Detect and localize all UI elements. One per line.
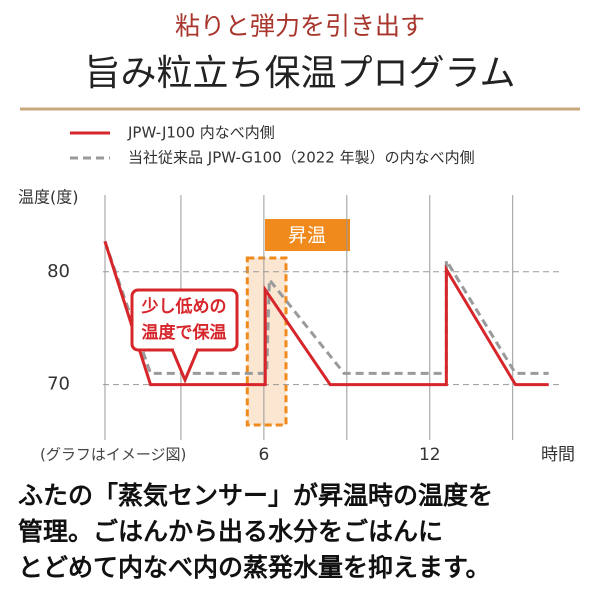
title: 旨み粒立ち保温プログラム bbox=[85, 53, 516, 94]
x-axis-label: 時間 bbox=[541, 445, 575, 465]
chart-note: (グラフはイメージ図) bbox=[40, 446, 186, 464]
highlight-label: 昇温 bbox=[288, 225, 326, 247]
series-line bbox=[103, 240, 549, 375]
body-text: 管理。ごはんから出る水分をごはんに bbox=[18, 517, 443, 546]
highlight-tag bbox=[265, 219, 350, 251]
callout-pointer bbox=[170, 348, 200, 384]
y-tick-label: 80 bbox=[47, 261, 70, 282]
x-tick-label: 6 bbox=[258, 445, 269, 465]
y-tick-label: 70 bbox=[47, 374, 70, 395]
chart: 昇温 70 80 6 12 温度(度) 時間 (グラフはイメージ図) JPW-J100 内なべ内… bbox=[18, 124, 575, 466]
legend-label: 当社従来品 JPW-G100（2022 年製）の内なべ内側 bbox=[128, 149, 475, 167]
callout-text: 温度で保温 bbox=[142, 322, 227, 343]
y-axis-label: 温度(度) bbox=[18, 188, 79, 207]
body-text: ふたの「蒸気センサー」が昇温時の温度を bbox=[18, 481, 493, 510]
callout-text: 少し低めの bbox=[141, 296, 227, 317]
series-line bbox=[103, 240, 549, 387]
body-text: とどめて内なべ内の蒸発水量を抑えます。 bbox=[18, 553, 491, 582]
x-tick-label: 12 bbox=[419, 445, 441, 465]
legend-label: JPW-J100 内なべ内側 bbox=[127, 124, 275, 142]
subtitle: 粘りと弾力を引き出す bbox=[175, 12, 425, 41]
